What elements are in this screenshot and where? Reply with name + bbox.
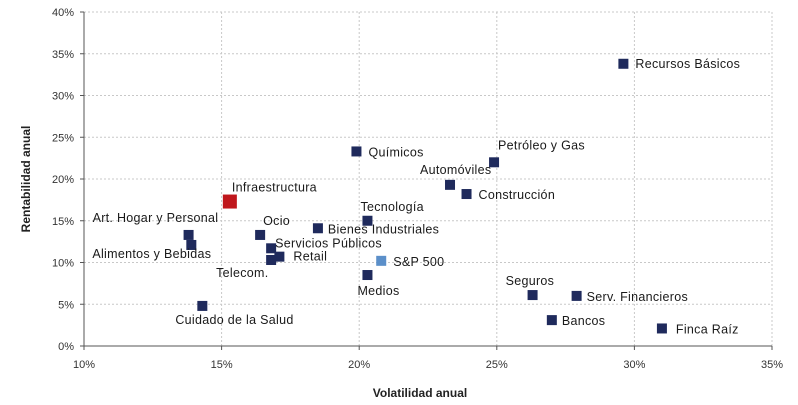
point-label: Ocio	[263, 214, 290, 228]
point-label: Finca Raíz	[676, 322, 739, 336]
data-labels: Recursos Básicos Químicos Petróleo y Gas Au…	[92, 57, 740, 337]
scatter-point	[255, 229, 266, 240]
scatter-point	[656, 323, 667, 334]
y-tick-label: 30%	[52, 91, 74, 103]
scatter-point	[266, 254, 277, 265]
y-tick-label: 25%	[52, 132, 74, 144]
scatter-point	[312, 223, 323, 234]
point-label: Medios	[357, 284, 399, 298]
point-label: Automóviles	[420, 163, 491, 177]
y-tick-label: 35%	[52, 49, 74, 61]
x-axis-ticks: 10% 15% 20% 25% 30% 35%	[73, 346, 783, 371]
point-label: Bienes Industriales	[328, 222, 439, 236]
scatter-point	[489, 157, 500, 168]
scatter-point	[362, 270, 373, 281]
point-label: S&P 500	[393, 255, 444, 269]
x-tick-label: 15%	[211, 359, 233, 371]
point-label: Petróleo y Gas	[498, 138, 585, 152]
y-tick-label: 5%	[58, 299, 74, 311]
y-tick-label: 10%	[52, 258, 74, 270]
x-tick-label: 35%	[761, 359, 783, 371]
point-label: Infraestructura	[232, 181, 317, 195]
point-label: Químicos	[368, 145, 423, 159]
scatter-point	[527, 290, 538, 301]
y-tick-label: 20%	[52, 174, 74, 186]
point-label: Servicios Públicos	[275, 236, 382, 250]
point-label: Serv. Financieros	[587, 290, 688, 304]
point-label: Art. Hogar y Personal	[93, 211, 219, 225]
y-tick-label: 15%	[52, 216, 74, 228]
scatter-point	[618, 58, 629, 69]
y-axis-ticks: 0% 5% 10% 15% 20% 25% 30% 35% 40%	[52, 7, 84, 353]
scatter-point	[445, 179, 456, 190]
point-label: Seguros	[506, 274, 555, 288]
x-tick-label: 25%	[486, 359, 508, 371]
point-label: Telecom.	[216, 266, 268, 280]
scatter-point	[266, 243, 277, 254]
scatter-point	[351, 146, 362, 157]
data-points	[183, 58, 667, 334]
point-label: Tecnología	[360, 200, 423, 214]
scatter-point	[571, 290, 582, 301]
scatter-point	[186, 239, 197, 250]
x-tick-label: 20%	[348, 359, 370, 371]
gridlines	[84, 11, 773, 346]
scatter-point	[362, 215, 373, 226]
point-label: Alimentos y Bebidas	[92, 247, 211, 261]
scatter-point	[461, 189, 472, 200]
point-label: Recursos Básicos	[635, 57, 740, 71]
x-axis-title: Volatilidad anual	[373, 386, 467, 400]
scatter-point	[546, 315, 557, 326]
point-label: Bancos	[562, 314, 606, 328]
scatter-point	[197, 300, 208, 311]
x-tick-label: 10%	[73, 359, 95, 371]
scatter-point	[183, 229, 194, 240]
y-axis-title: Rentabilidad anual	[19, 126, 33, 233]
point-label: Construcción	[479, 188, 556, 202]
point-label: Cuidado de la Salud	[175, 313, 293, 327]
point-label: Retail	[293, 250, 327, 264]
scatter-point	[222, 194, 237, 209]
y-tick-label: 40%	[52, 7, 74, 19]
scatter-point	[274, 251, 285, 262]
y-tick-label: 0%	[58, 341, 74, 353]
x-tick-label: 30%	[623, 359, 645, 371]
scatter-point	[376, 255, 387, 266]
